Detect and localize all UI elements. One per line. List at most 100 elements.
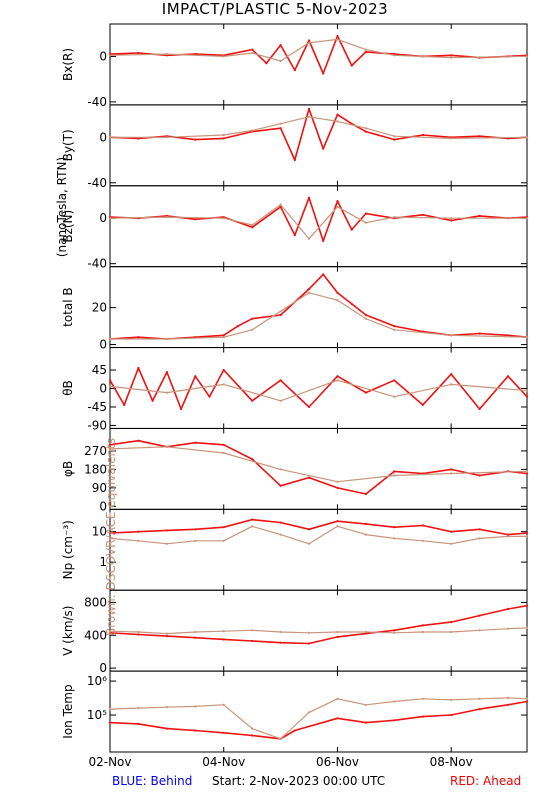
point-bz-dscovr-5 (307, 237, 311, 240)
series-phi-ahead (109, 439, 528, 495)
point-temp-ahead-11 (421, 715, 424, 718)
point-v-ahead-7 (307, 642, 311, 645)
point-v-dscovr-9 (364, 630, 367, 634)
point-bz-ahead-15 (450, 219, 453, 222)
point-theta-ahead-5 (180, 407, 183, 411)
point-np-dscovr-0 (108, 537, 112, 540)
point-np-dscovr-12 (450, 542, 453, 545)
point-bz-dscovr-2 (222, 217, 225, 220)
series-np-ahead (109, 518, 528, 536)
point-phi-ahead-10 (393, 470, 396, 473)
series-btot-ahead (109, 273, 528, 340)
point-theta-ahead-9 (251, 399, 254, 402)
point-temp-ahead-12 (450, 713, 453, 717)
point-theta-ahead-16 (450, 373, 453, 376)
point-temp-ahead-8 (336, 717, 339, 720)
point-theta-ahead-15 (421, 403, 424, 406)
point-v-ahead-3 (194, 636, 197, 639)
legend-behind: BLUE: Behind (112, 774, 193, 788)
point-v-dscovr-0 (108, 630, 112, 633)
point-v-dscovr-11 (421, 630, 424, 634)
point-theta-ahead-19 (525, 395, 529, 398)
ytick-label-phi-3: 0 (99, 499, 107, 513)
point-temp-dscovr-3 (194, 705, 197, 708)
point-v-ahead-8 (336, 635, 339, 639)
point-np-dscovr-10 (393, 537, 396, 540)
point-by-dscovr-10 (525, 136, 529, 139)
point-np-ahead-14 (506, 533, 510, 536)
point-temp-ahead-13 (478, 708, 481, 711)
ytick-label-bz-0: 0 (99, 211, 107, 225)
point-v-dscovr-5 (251, 629, 254, 632)
point-np-dscovr-9 (364, 533, 367, 536)
point-btot-dscovr-8 (393, 328, 396, 331)
point-bz-ahead-9 (322, 239, 325, 242)
point-v-ahead-1 (137, 633, 140, 636)
point-btot-ahead-13 (393, 325, 396, 328)
point-np-ahead-5 (251, 518, 254, 521)
series-temp-dscovr (109, 697, 528, 740)
point-temp-dscovr-8 (336, 697, 339, 700)
ytick-label-v-0: 800 (84, 595, 107, 609)
point-btot-ahead-17 (506, 334, 510, 337)
point-v-dscovr-15 (525, 626, 529, 630)
point-temp-ahead-9 (364, 721, 367, 724)
ytick-label-np-0: 10 (92, 525, 107, 539)
ylabel-temp: Ion Temp (61, 684, 75, 738)
panel-frame-by (109, 104, 528, 187)
point-theta-ahead-3 (151, 399, 154, 402)
point-bz-ahead-6 (279, 205, 282, 208)
series-btot-dscovr (110, 292, 528, 340)
point-bx-dscovr-0 (108, 54, 112, 57)
point-bz-dscovr-4 (279, 203, 282, 206)
point-np-ahead-10 (393, 526, 396, 529)
point-np-ahead-15 (525, 532, 529, 535)
point-temp-ahead-3 (194, 729, 197, 732)
point-np-ahead-12 (450, 530, 453, 533)
point-by-dscovr-6 (336, 120, 339, 123)
point-by-ahead-7 (293, 158, 296, 162)
ytick-label-by-1: -40 (87, 176, 107, 190)
point-temp-dscovr-7 (307, 711, 311, 714)
point-by-dscovr-5 (307, 115, 311, 118)
point-by-dscovr-1 (165, 136, 168, 139)
point-by-ahead-12 (364, 130, 367, 133)
point-np-ahead-8 (336, 520, 339, 523)
point-temp-dscovr-10 (393, 700, 396, 703)
ytick-label-v-1: 400 (84, 628, 107, 642)
point-phi-ahead-0 (108, 443, 112, 446)
point-temp-ahead-10 (393, 719, 396, 722)
point-temp-dscovr-4 (222, 703, 225, 706)
point-np-dscovr-8 (336, 525, 339, 528)
point-by-ahead-16 (478, 135, 481, 138)
ytick-label-theta-0: 45 (92, 363, 107, 377)
point-theta-ahead-2 (137, 366, 140, 370)
point-bx-dscovr-8 (393, 54, 396, 57)
point-temp-ahead-4 (222, 731, 225, 734)
point-phi-ahead-8 (336, 486, 339, 489)
point-np-dscovr-6 (279, 533, 282, 536)
point-v-dscovr-13 (478, 629, 481, 632)
point-bx-dscovr-1 (165, 53, 168, 56)
xtick-label-1: 04-Nov (202, 755, 245, 769)
point-by-dscovr-2 (222, 133, 225, 137)
point-temp-ahead-7 (293, 729, 296, 732)
point-v-dscovr-2 (165, 632, 168, 635)
point-btot-dscovr-6 (336, 299, 339, 302)
ylabel-theta: θB (61, 380, 75, 396)
point-theta-ahead-13 (364, 391, 367, 394)
ytick-label-by-0: 0 (99, 130, 107, 144)
point-np-dscovr-11 (421, 539, 424, 542)
point-theta-ahead-1 (123, 403, 126, 406)
point-bx-dscovr-4 (279, 59, 282, 63)
point-phi-ahead-12 (450, 468, 453, 471)
ytick-label-btot-0: 0 (99, 338, 107, 352)
panel-frame-phi (109, 427, 528, 510)
point-v-ahead-6 (279, 641, 282, 644)
point-btot-dscovr-10 (525, 336, 529, 339)
point-by-ahead-13 (393, 138, 396, 141)
point-phi-ahead-5 (251, 458, 254, 461)
point-bz-ahead-8 (307, 196, 311, 199)
point-bx-ahead-9 (307, 39, 311, 42)
point-temp-dscovr-5 (251, 727, 254, 730)
